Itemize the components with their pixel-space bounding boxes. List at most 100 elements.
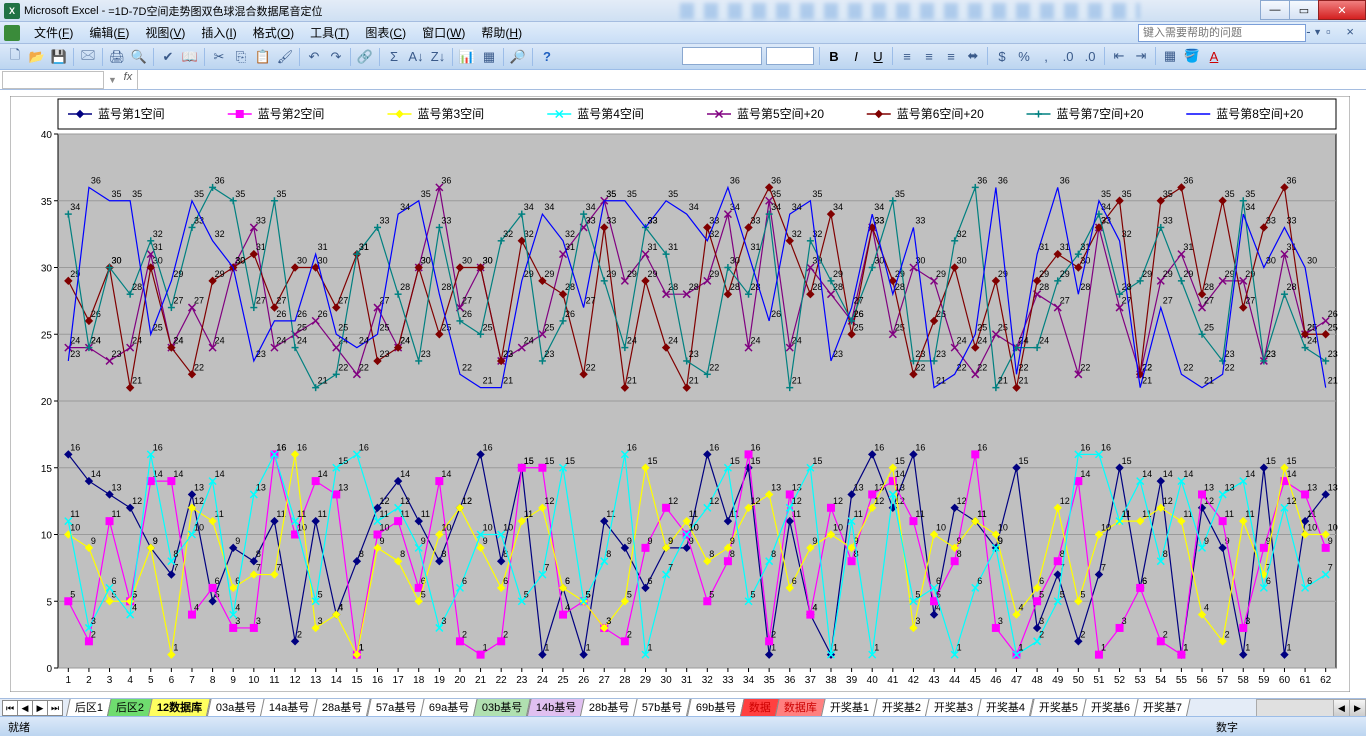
font-name-input[interactable] (682, 47, 762, 65)
close-button[interactable]: ✕ (1318, 0, 1366, 20)
sheet-tab[interactable]: 14a基号 (260, 698, 318, 716)
sheet-tab[interactable]: 后区1 (66, 698, 112, 716)
sheet-tab[interactable]: 数据库 (775, 698, 826, 716)
tab-prev-icon[interactable]: ◀ (17, 700, 33, 716)
permission-icon[interactable]: 🖂 (78, 47, 98, 67)
sheet-tab[interactable]: 69b基号 (687, 698, 745, 716)
save-icon[interactable]: 💾 (49, 47, 69, 67)
sum-icon[interactable]: Σ (384, 47, 404, 67)
menu-i[interactable]: 插入(I) (193, 24, 244, 41)
open-icon[interactable]: 📂 (27, 47, 47, 67)
sheet-tab[interactable]: 开奖基2 (873, 698, 930, 716)
sheet-tab[interactable]: 28a基号 (313, 698, 371, 716)
menu-o[interactable]: 格式(O) (245, 24, 302, 41)
dec-decimal-icon[interactable]: .0 (1080, 46, 1100, 66)
scroll-left-icon[interactable]: ◀ (1333, 700, 1349, 716)
menu-c[interactable]: 图表(C) (357, 24, 414, 41)
sheet-tab[interactable]: 28b基号 (580, 698, 638, 716)
inc-indent-icon[interactable]: ⇥ (1131, 46, 1151, 66)
chart-icon[interactable]: 📊 (457, 47, 477, 67)
percent-icon[interactable]: % (1014, 46, 1034, 66)
fx-icon[interactable]: fx (119, 71, 137, 89)
merge-icon[interactable]: ⬌ (963, 46, 983, 66)
sort-desc-icon[interactable]: Z↓ (428, 47, 448, 67)
spell-icon[interactable]: ✔ (158, 47, 178, 67)
svg-text:17: 17 (393, 675, 405, 686)
sheet-tab[interactable]: 03a基号 (206, 698, 264, 716)
menu-t[interactable]: 工具(T) (302, 24, 357, 41)
new-icon[interactable]: 🗋 (5, 47, 25, 67)
currency-icon[interactable]: $ (992, 46, 1012, 66)
format-painter-icon[interactable]: 🖌 (275, 47, 295, 67)
svg-text:蓝号第7空间+20: 蓝号第7空间+20 (1057, 107, 1144, 121)
bold-icon[interactable]: B (824, 46, 844, 66)
align-right-icon[interactable]: ≡ (941, 46, 961, 66)
table-icon[interactable]: ▦ (479, 47, 499, 67)
sheet-tab[interactable]: 03b基号 (473, 698, 531, 716)
standard-toolbar: 🗋 📂 💾 🖂 🖨 🔍 ✔ 📖 ✂ ⎘ 📋 🖌 ↶ ↷ 🔗 Σ A↓ Z↓ 📊 … (0, 44, 1366, 70)
sheet-tab[interactable]: 57b基号 (633, 698, 691, 716)
undo-icon[interactable]: ↶ (304, 47, 324, 67)
sheet-tab[interactable]: 后区2 (107, 698, 153, 716)
svg-text:25: 25 (998, 322, 1008, 332)
italic-icon[interactable]: I (846, 46, 866, 66)
status-mode: 数字 (1216, 719, 1238, 735)
preview-icon[interactable]: 🔍 (129, 47, 149, 67)
menu-h[interactable]: 帮助(H) (473, 24, 530, 41)
formula-input[interactable] (137, 70, 1366, 90)
name-box[interactable] (2, 71, 104, 89)
scroll-right-icon[interactable]: ▶ (1349, 700, 1365, 716)
research-icon[interactable]: 📖 (180, 47, 200, 67)
tab-next-icon[interactable]: ▶ (32, 700, 48, 716)
help-search-input[interactable] (1138, 24, 1306, 42)
svg-text:5: 5 (586, 589, 591, 599)
svg-text:3: 3 (606, 616, 611, 626)
dec-indent-icon[interactable]: ⇤ (1109, 46, 1129, 66)
print-icon[interactable]: 🖨 (107, 47, 127, 67)
help-icon[interactable]: ? (537, 47, 557, 67)
sheet-tab[interactable]: 14b基号 (527, 698, 585, 716)
svg-text:12: 12 (833, 496, 843, 506)
paste-icon[interactable]: 📋 (253, 47, 273, 67)
menu-w[interactable]: 窗口(W) (414, 24, 473, 41)
sheet-tab[interactable]: 开奖基6 (1082, 698, 1139, 716)
menu-v[interactable]: 视图(V) (137, 24, 193, 41)
maximize-button[interactable]: ▭ (1289, 0, 1319, 20)
font-size-input[interactable] (766, 47, 814, 65)
minimize-button[interactable]: ― (1260, 0, 1290, 20)
sheet-tab[interactable]: 开奖基5 (1030, 698, 1087, 716)
sheet-tab[interactable]: 57a基号 (367, 698, 425, 716)
tab-first-icon[interactable]: ⏮ (2, 700, 18, 716)
tab-nav[interactable]: ⏮ ◀ ▶ ⏭ (0, 700, 64, 716)
sheet-tab[interactable]: 开奖基3 (925, 698, 982, 716)
menu-e[interactable]: 编辑(E) (81, 24, 137, 41)
workbook-window-controls[interactable]: - ▫ × (1306, 24, 1360, 39)
inc-decimal-icon[interactable]: .0 (1058, 46, 1078, 66)
formula-bar: ▼ fx (0, 70, 1366, 90)
svg-text:59: 59 (1258, 675, 1270, 686)
sort-asc-icon[interactable]: A↓ (406, 47, 426, 67)
underline-icon[interactable]: U (868, 46, 888, 66)
redo-icon[interactable]: ↷ (326, 47, 346, 67)
hscrollbar[interactable]: ◀ ▶ (1256, 699, 1366, 716)
comma-icon[interactable]: , (1036, 46, 1056, 66)
copy-icon[interactable]: ⎘ (231, 47, 251, 67)
align-left-icon[interactable]: ≡ (897, 46, 917, 66)
sheet-tab[interactable]: 69a基号 (420, 698, 478, 716)
sheet-tab[interactable]: 开奖基7 (1134, 698, 1191, 716)
sheet-tab[interactable]: 开奖基1 (821, 698, 878, 716)
sheet-tab[interactable]: 数据 (740, 698, 780, 716)
fill-color-icon[interactable]: 🪣 (1182, 46, 1202, 66)
sheet-tab[interactable]: 开奖基4 (977, 698, 1034, 716)
border-icon[interactable]: ▦ (1160, 46, 1180, 66)
align-center-icon[interactable]: ≡ (919, 46, 939, 66)
link-icon[interactable]: 🔗 (355, 47, 375, 67)
font-color-icon[interactable]: A (1204, 46, 1224, 66)
svg-text:11: 11 (297, 509, 306, 519)
cut-icon[interactable]: ✂ (209, 47, 229, 67)
tab-last-icon[interactable]: ⏭ (47, 700, 63, 716)
svg-text:34: 34 (771, 202, 781, 212)
menu-f[interactable]: 文件(F) (26, 24, 81, 41)
sheet-tab[interactable]: 12数据库 (148, 698, 211, 716)
zoom-icon[interactable]: 🔎 (508, 47, 528, 67)
